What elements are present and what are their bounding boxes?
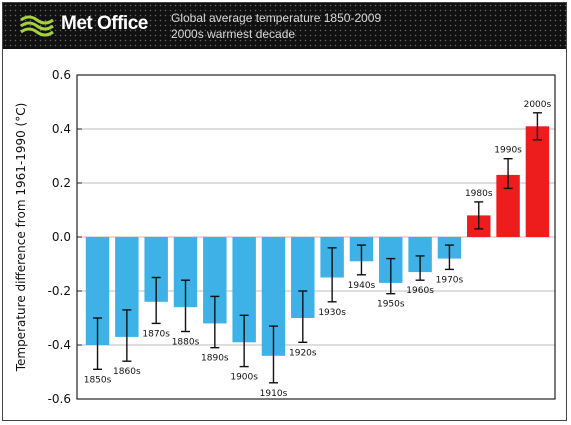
y-tick-label: 0.6 [52, 68, 71, 82]
decade-label: 2000s [524, 100, 552, 110]
bar [115, 237, 139, 337]
bar [85, 237, 110, 345]
y-tick-label: -0.6 [48, 392, 71, 406]
decade-label: 1930s [318, 308, 346, 318]
decade-label: 1850s [84, 375, 112, 385]
y-tick-layer: -0.6 -0.4 -0.2 0.0 0.2 0.4 0.6 [48, 68, 82, 406]
decade-label: 1940s [348, 281, 376, 291]
bar [408, 237, 432, 273]
error-bar-layer [93, 112, 542, 384]
bar [261, 237, 286, 356]
y-axis-label: Temperature difference from 1961-1990 (°… [14, 103, 28, 373]
bar [173, 237, 198, 308]
decade-label: 1900s [230, 373, 258, 383]
y-tick-label: 0.2 [52, 176, 71, 190]
decade-label: 1990s [494, 146, 522, 156]
decade-label: 1960s [406, 286, 434, 296]
chart-area: 1850s 1860s 1870s 1880s 1890s 1900s 1910s 1920s… [3, 53, 566, 422]
decade-label: 1870s [142, 329, 170, 339]
bar [291, 237, 315, 318]
chart-subtitle: 2000s warmest decade [171, 27, 296, 41]
decade-label: 1980s [465, 189, 493, 199]
bar [144, 237, 168, 302]
y-tick-label: -0.2 [48, 284, 71, 298]
bar [496, 174, 520, 237]
met-office-logo-icon [20, 15, 54, 37]
y-tick-label: 0.0 [52, 230, 71, 244]
brand-name: Met Office [61, 13, 148, 34]
y-tick-label: 0.4 [52, 122, 71, 136]
bar [232, 237, 256, 343]
chart-title: Global average temperature 1850-2009 [171, 11, 382, 25]
bar-layer [85, 126, 550, 356]
decade-label: 1970s [436, 275, 464, 285]
y-tick-label: -0.4 [48, 338, 71, 352]
header-banner: Met Office Global average temperature 18… [3, 3, 566, 49]
decade-label: 1890s [201, 354, 229, 364]
decade-label: 1880s [172, 338, 200, 348]
figure-frame: Met Office Global average temperature 18… [2, 2, 567, 421]
decade-label: 1910s [260, 389, 288, 399]
decade-label: 1860s [113, 367, 141, 377]
plot-border [76, 74, 556, 400]
decade-label: 1950s [377, 300, 405, 310]
decade-label: 1920s [289, 348, 317, 358]
bar [525, 126, 550, 237]
bar [203, 237, 227, 324]
